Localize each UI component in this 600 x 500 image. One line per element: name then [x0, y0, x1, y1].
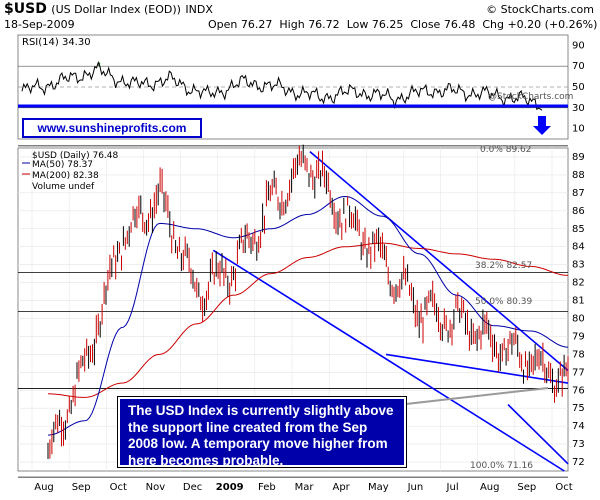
- instrument-name: (US Dollar Index (EOD)): [51, 3, 181, 16]
- blue-arrow-icon: [533, 116, 551, 135]
- rsi-tick-label: 50: [572, 82, 585, 93]
- fib-50-label: 50.0% 80.39: [475, 297, 532, 307]
- x-tick-label: Nov: [146, 482, 166, 493]
- x-tick-label: Feb: [258, 482, 276, 493]
- x-tick-label: May: [368, 482, 389, 493]
- ma50-line: [47, 195, 569, 436]
- trend-line: [385, 353, 569, 384]
- price-tick-label: 88: [572, 170, 585, 181]
- price-tick-label: 75: [572, 403, 585, 414]
- legend-volume: Volume undef: [32, 182, 95, 192]
- price-tick-label: 76: [572, 385, 585, 396]
- chg-value: +0.20 (+0.26%): [507, 18, 598, 31]
- ma200-line: [47, 242, 569, 398]
- price-tick-label: 73: [572, 439, 585, 450]
- rsi-tick-label: 10: [572, 124, 585, 135]
- price-tick-label: 87: [572, 188, 585, 199]
- website-link[interactable]: www.sunshineprofits.com: [22, 118, 202, 138]
- x-tick-label: Dec: [183, 482, 202, 493]
- legend-ma200: MA(200) 82.38: [32, 171, 99, 181]
- price-tick-label: 78: [572, 349, 585, 360]
- price-tick-label: 72: [572, 457, 585, 468]
- open-value: 76.27: [240, 18, 273, 31]
- trend-line: [212, 249, 565, 472]
- legend-ma50: MA(50) 78.37: [32, 160, 93, 170]
- x-tick-label: Jul: [446, 482, 459, 493]
- rsi-label: RSI(14) 34.30: [22, 37, 91, 48]
- trend-line: [507, 404, 569, 465]
- x-tick-label: Aug: [34, 482, 54, 493]
- price-bars: [47, 144, 569, 459]
- high-value: 76.72: [308, 18, 340, 31]
- price-tick-label: 83: [572, 260, 585, 271]
- rsi-tick-label: 70: [572, 61, 585, 72]
- x-tick-label: Sep: [517, 482, 536, 493]
- price-tick-label: 81: [572, 296, 585, 307]
- header-credit: © StockCharts.com: [486, 3, 594, 16]
- price-tick-label: 80: [572, 313, 585, 324]
- fib-0-label: 0.0% 89.62: [480, 145, 532, 155]
- price-tick-label: 79: [572, 331, 585, 342]
- trendlines: [212, 150, 569, 472]
- rsi-tick-label: 30: [572, 103, 585, 114]
- header-title: $USD (US Dollar Index (EOD)) INDX: [4, 1, 213, 17]
- low-value: 76.25: [371, 18, 404, 31]
- price-tick-label: 84: [572, 242, 585, 253]
- callout-pointer: [405, 387, 549, 405]
- header-quote: Open 76.27 High 76.72 Low 76.25 Close 76…: [208, 18, 598, 31]
- price-tick-label: 89: [572, 152, 585, 163]
- header-date: 18-Sep-2009: [4, 18, 75, 31]
- price-tick-label: 74: [572, 421, 585, 432]
- x-tick-label: Oct: [555, 482, 572, 493]
- legend-symbol: $USD (Daily) 76.48: [32, 151, 119, 161]
- rsi-tick-label: 90: [572, 40, 585, 51]
- price-tick-label: 86: [572, 206, 585, 217]
- rsi-line: [21, 61, 543, 111]
- price-tick-label: 77: [572, 367, 585, 378]
- trend-line: [309, 150, 569, 372]
- x-tick-label: Jun: [407, 482, 424, 493]
- x-tick-label: Mar: [295, 482, 315, 493]
- price-tick-label: 82: [572, 278, 585, 289]
- x-tick-label: Oct: [110, 482, 127, 493]
- close-value: 76.48: [443, 18, 476, 31]
- fib-382-label: 38.2% 82.57: [475, 261, 532, 271]
- fib-100-label: 100.0% 71.16: [470, 461, 533, 471]
- x-tick-label: Sep: [72, 482, 91, 493]
- callout-box: The USD Index is currently slightly abov…: [117, 396, 407, 468]
- x-tick-label: 2009: [216, 482, 244, 493]
- x-tick-label: Aug: [480, 482, 500, 493]
- rsi-credit: @StockCharts.com: [488, 92, 573, 102]
- symbol: $USD: [4, 1, 47, 17]
- price-tick-label: 85: [572, 224, 585, 235]
- x-tick-label: Apr: [332, 482, 350, 493]
- exchange: INDX: [185, 3, 213, 16]
